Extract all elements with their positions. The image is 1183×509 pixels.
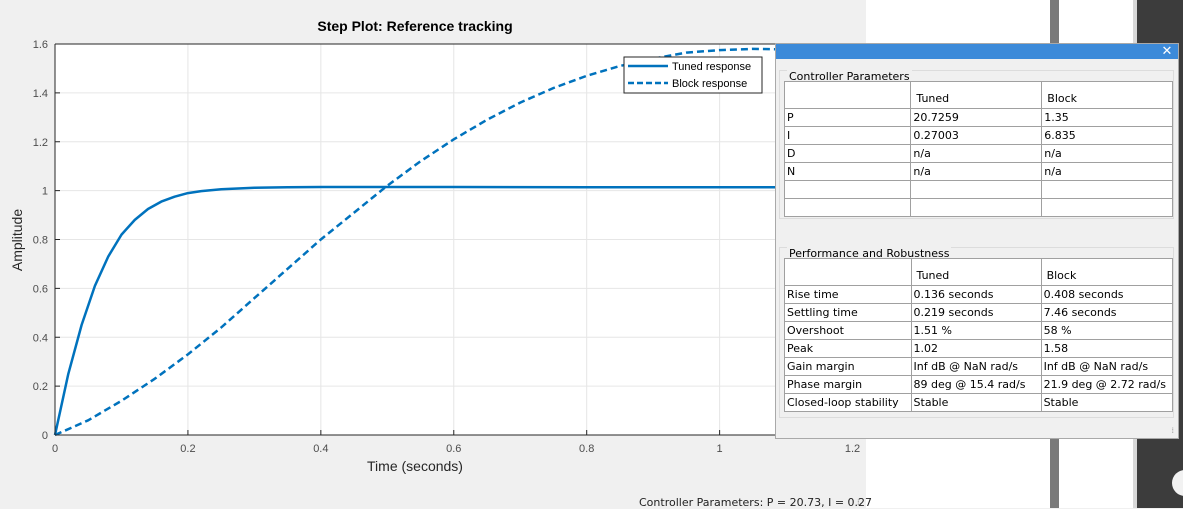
tuned-value: 89 deg @ 15.4 rad/s bbox=[910, 375, 1042, 394]
x-tick-label: 0 bbox=[52, 443, 58, 455]
param-name: P bbox=[783, 108, 912, 127]
tuned-value: 1.51 % bbox=[910, 321, 1042, 340]
table-row[interactable]: Settling time 0.219 seconds 7.46 seconds bbox=[784, 303, 1174, 322]
tuned-value: Inf dB @ NaN rad/s bbox=[910, 357, 1042, 376]
table-header-cell: Tuned bbox=[910, 81, 1043, 109]
param-name: D bbox=[783, 144, 912, 163]
tuned-value: 0.219 seconds bbox=[910, 303, 1042, 322]
table-row[interactable]: Rise time 0.136 seconds 0.408 seconds bbox=[784, 285, 1174, 304]
block-value: 6.835 bbox=[1041, 126, 1173, 145]
metric-name: Phase margin bbox=[784, 375, 912, 394]
block-value: 21.9 deg @ 2.72 rad/s bbox=[1040, 375, 1174, 394]
round-button[interactable] bbox=[1172, 470, 1183, 496]
table-header-cell: Block bbox=[1040, 258, 1174, 286]
table-row[interactable]: Peak 1.02 1.58 bbox=[784, 339, 1174, 358]
block-value: Inf dB @ NaN rad/s bbox=[1040, 357, 1174, 376]
x-tick-label: 0.4 bbox=[313, 443, 328, 455]
legend-label-block: Block response bbox=[672, 78, 747, 90]
metric-name: Peak bbox=[784, 339, 912, 358]
block-value: 58 % bbox=[1040, 321, 1174, 340]
table-header-row: Tuned Block bbox=[784, 258, 1174, 286]
param-name: I bbox=[783, 126, 912, 145]
tuned-value: 20.7259 bbox=[910, 108, 1043, 127]
controller-parameters-group: Controller Parameters Tuned Block P 20.72… bbox=[779, 70, 1174, 219]
legend[interactable]: Tuned response Block response bbox=[623, 56, 763, 94]
y-tick-label: 1.4 bbox=[33, 88, 48, 100]
tuned-value bbox=[910, 180, 1043, 199]
table-row[interactable]: Closed-loop stability Stable Stable bbox=[784, 393, 1174, 412]
table-header-cell bbox=[784, 258, 912, 286]
metric-name: Closed-loop stability bbox=[784, 393, 912, 412]
tuned-value bbox=[910, 198, 1043, 217]
block-value: n/a bbox=[1041, 144, 1173, 163]
y-tick-label: 0.8 bbox=[33, 235, 48, 247]
table-row[interactable]: Gain margin Inf dB @ NaN rad/s Inf dB @ Na… bbox=[784, 357, 1174, 376]
x-tick-label: 0.6 bbox=[446, 443, 461, 455]
tuning-results-panel: ✕ Controller Parameters Tuned Block P 20.… bbox=[775, 43, 1179, 439]
y-tick-label: 1.2 bbox=[33, 137, 48, 149]
block-value: 1.58 bbox=[1040, 339, 1174, 358]
y-tick-label: 1 bbox=[42, 186, 48, 198]
x-axis-label: Time (seconds) bbox=[367, 458, 463, 474]
tuned-value: Stable bbox=[910, 393, 1042, 412]
legend-label-tuned: Tuned response bbox=[672, 61, 751, 73]
table-header-cell: Block bbox=[1041, 81, 1173, 109]
close-button[interactable]: ✕ bbox=[1161, 44, 1173, 59]
x-tick-label: 1 bbox=[717, 443, 723, 455]
block-value bbox=[1041, 198, 1173, 217]
block-value: 7.46 seconds bbox=[1040, 303, 1174, 322]
table-row[interactable]: I 0.27003 6.835 bbox=[783, 126, 1173, 145]
legend-box bbox=[623, 56, 763, 94]
y-tick-label: 0.6 bbox=[33, 283, 48, 295]
step-plot[interactable]: 0 0.2 0.4 0.6 0.8 1 1.2 0 0.2 0.4 0.6 0.8 1 1.2 1.4 1.6… bbox=[0, 0, 866, 508]
tick-labels: 0 0.2 0.4 0.6 0.8 1 1.2 0 0.2 0.4 0.6 0.8 1 1.2 1.4 1.6 bbox=[33, 39, 860, 455]
param-name bbox=[783, 180, 912, 199]
block-value: 0.408 seconds bbox=[1040, 285, 1174, 304]
performance-robustness-title: Performance and Robustness bbox=[787, 247, 952, 260]
performance-robustness-group: Performance and Robustness Tuned Block R… bbox=[779, 247, 1174, 418]
chart-title: Step Plot: Reference tracking bbox=[317, 18, 512, 34]
tuned-response-line bbox=[53, 185, 866, 436]
table-row[interactable] bbox=[783, 198, 1173, 217]
metric-name: Settling time bbox=[784, 303, 912, 322]
y-axis-label: Amplitude bbox=[9, 209, 25, 271]
param-name: N bbox=[783, 162, 912, 181]
y-tick-label: 1.6 bbox=[33, 39, 48, 51]
tuned-value: 0.136 seconds bbox=[910, 285, 1042, 304]
tuned-value: 0.27003 bbox=[910, 126, 1043, 145]
x-tick-label: 0.2 bbox=[180, 443, 195, 455]
block-value: 1.35 bbox=[1041, 108, 1173, 127]
table-row[interactable]: Phase margin 89 deg @ 15.4 rad/s 21.9 deg … bbox=[784, 375, 1174, 394]
y-tick-label: 0 bbox=[42, 430, 48, 442]
x-tick-label: 1.2 bbox=[845, 443, 860, 455]
controller-parameters-title: Controller Parameters bbox=[787, 70, 912, 83]
tuned-value: n/a bbox=[910, 144, 1043, 163]
table-header-cell bbox=[783, 81, 912, 109]
table-row[interactable]: Overshoot 1.51 % 58 % bbox=[784, 321, 1174, 340]
tuned-value: 1.02 bbox=[910, 339, 1042, 358]
status-bar-text: Controller Parameters: P = 20.73, I = 0.… bbox=[639, 496, 873, 509]
table-row[interactable] bbox=[783, 180, 1173, 199]
metric-name: Rise time bbox=[784, 285, 912, 304]
y-tick-label: 0.4 bbox=[33, 332, 48, 344]
table-row[interactable]: P 20.7259 1.35 bbox=[783, 108, 1173, 127]
y-tick-label: 0.2 bbox=[33, 381, 48, 393]
table-header-cell: Tuned bbox=[910, 258, 1042, 286]
controller-parameters-table: Tuned Block P 20.7259 1.35 I 0.27003 6.835 D… bbox=[783, 81, 1173, 217]
table-header-row: Tuned Block bbox=[783, 81, 1173, 109]
param-name bbox=[783, 198, 912, 217]
block-value: n/a bbox=[1041, 162, 1173, 181]
x-tick-label: 0.8 bbox=[579, 443, 594, 455]
resize-grip[interactable]: ⁞ bbox=[857, 498, 860, 507]
performance-robustness-table: Tuned Block Rise time 0.136 seconds 0.408 … bbox=[784, 258, 1174, 412]
panel-titlebar: ✕ bbox=[776, 44, 1178, 59]
metric-name: Overshoot bbox=[784, 321, 912, 340]
tuned-value: n/a bbox=[910, 162, 1043, 181]
block-value bbox=[1041, 180, 1173, 199]
block-value: Stable bbox=[1040, 393, 1174, 412]
resize-grip[interactable]: ⁞ bbox=[1171, 426, 1174, 435]
metric-name: Gain margin bbox=[784, 357, 912, 376]
